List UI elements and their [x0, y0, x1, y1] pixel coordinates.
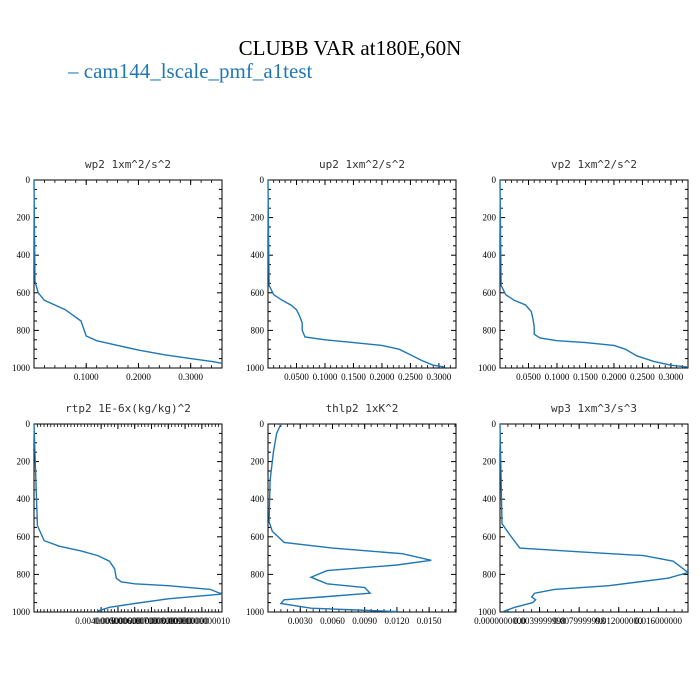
x-tick-label: 0.0079999998: [553, 616, 605, 626]
subplot-4: rtp2 1E-6x(kg/kg)^2 0 200 400 600 800 1000 0.00…: [12, 402, 230, 626]
y-tick-label: 400: [483, 250, 497, 260]
series-line: [33, 423, 223, 612]
y-tick-label: 1000: [478, 363, 497, 373]
x-tick-label: 0.008000000: [145, 616, 193, 626]
y-tick-label: 600: [483, 532, 497, 542]
y-tick-label: 400: [17, 494, 31, 504]
x-tick-label: 0.0039999998: [514, 616, 566, 626]
y-tick-label: 1000: [246, 607, 265, 617]
y-tick-label: 600: [251, 288, 265, 298]
subplot-3: vp2 1xm^2/s^2 0 200 400 600 800 1000 0.0500 0.10…: [478, 158, 689, 382]
x-tick-label: 0.2000: [602, 372, 627, 382]
y-tick-label: 0: [26, 175, 31, 185]
y-tick-label: 1000: [246, 363, 265, 373]
x-tick-label: 0.1000: [74, 372, 99, 382]
subplot-title: wp3 1xm^3/s^3: [551, 402, 637, 415]
y-tick-label: 0: [260, 419, 265, 429]
y-tick-label: 800: [251, 569, 265, 579]
x-tick-label: 0.3000: [427, 372, 452, 382]
x-tick-label: 0.006000000: [111, 616, 159, 626]
y-tick-label: 200: [251, 213, 265, 223]
y-tick-label: 0: [492, 175, 497, 185]
figure-title: CLUBB VAR at180E,60N: [238, 36, 462, 60]
y-tick-label: 200: [483, 213, 497, 223]
x-tick-label: 0.007000000: [128, 616, 176, 626]
plot-frame: [499, 179, 689, 369]
x-tick-label: 0.2500: [398, 372, 423, 382]
subplot-5: thlp2 1xK^2 0 200 400 600 800 1000 0.0030 0.0060…: [246, 402, 457, 626]
subplot-1: wp2 1xm^2/s^2 0 200 400 600 800 1000 0.1000 0.20…: [12, 158, 223, 382]
y-tick-label: 200: [483, 457, 497, 467]
y-tick-label: 0: [260, 175, 265, 185]
x-tick-label: 0.012000000: [595, 616, 643, 626]
x-tick-label: 0.009000000: [161, 616, 209, 626]
subplot-2: up2 1xm^2/s^2 0 200 400 600 800 1000 0.0500 0.10…: [246, 158, 457, 382]
x-tick-label: 0.005000000: [94, 616, 142, 626]
series-line: [33, 179, 223, 364]
x-tick-label: 0.016000000: [635, 616, 683, 626]
y-tick-label: 1000: [12, 363, 31, 373]
y-tick-label: 400: [17, 250, 31, 260]
series-line: [267, 179, 445, 368]
plot-frame: [33, 423, 223, 613]
x-tick-label: 0.2000: [126, 372, 151, 382]
y-tick-label: 600: [17, 288, 31, 298]
y-tick-label: 800: [483, 569, 497, 579]
series-line: [499, 179, 689, 368]
plot-frame: [33, 179, 223, 369]
legend-label: cam144_lscale_pmf_a1test: [83, 59, 313, 83]
plot-frame: [267, 423, 457, 613]
subplot-6: wp3 1xm^3/s^3 0 200 400 600 800 10000.00000000…: [474, 402, 690, 626]
x-tick-label: 0.1000: [313, 372, 338, 382]
y-tick-label: 200: [17, 213, 31, 223]
y-tick-label: 800: [17, 325, 31, 335]
x-tick-label: 0.2500: [630, 372, 655, 382]
y-tick-label: 600: [17, 532, 31, 542]
plot-frame: [267, 179, 457, 369]
x-tick-label: 0.3000: [659, 372, 684, 382]
series-line: [499, 423, 690, 613]
y-tick-label: 1000: [12, 607, 31, 617]
legend-line-icon: –: [68, 59, 84, 83]
subplot-title: vp2 1xm^2/s^2: [551, 158, 637, 171]
y-tick-label: 400: [251, 494, 265, 504]
x-tick-label: 0.0000000000: [474, 616, 526, 626]
y-tick-label: 1000: [478, 607, 497, 617]
x-tick-label: 0.0090: [352, 616, 377, 626]
subplot-title: thlp2 1xK^2: [326, 402, 399, 415]
subplot-title: wp2 1xm^2/s^2: [85, 158, 171, 171]
y-tick-label: 800: [483, 325, 497, 335]
y-tick-label: 600: [251, 532, 265, 542]
y-tick-label: 800: [17, 569, 31, 579]
y-tick-label: 400: [483, 494, 497, 504]
x-tick-label: 0.0060: [320, 616, 345, 626]
x-tick-label: 0.0500: [516, 372, 541, 382]
x-tick-label: 0.0150: [417, 616, 442, 626]
x-tick-label: 0.0120: [385, 616, 410, 626]
y-tick-label: 800: [251, 325, 265, 335]
legend: – cam144_lscale_pmf_a1test: [68, 59, 312, 84]
x-tick-label: 0.0030: [288, 616, 313, 626]
x-tick-label: 0.1000: [545, 372, 570, 382]
subplot-title: up2 1xm^2/s^2: [319, 158, 405, 171]
x-tick-label: 0.1500: [573, 372, 598, 382]
x-tick-label: 0.1500: [341, 372, 366, 382]
x-tick-label: 0.3000: [178, 372, 203, 382]
plot-frame: [499, 423, 689, 613]
y-tick-label: 200: [17, 457, 31, 467]
series-line: [268, 423, 432, 613]
y-tick-label: 0: [26, 419, 31, 429]
x-tick-label: 0.0500: [284, 372, 309, 382]
subplot-title: rtp2 1E-6x(kg/kg)^2: [65, 402, 191, 415]
y-tick-label: 200: [251, 457, 265, 467]
x-tick-label: 0.0040000000: [75, 616, 127, 626]
y-tick-label: 0: [492, 419, 497, 429]
x-tick-label: 0.01000000010: [174, 616, 231, 626]
y-tick-label: 600: [483, 288, 497, 298]
x-tick-label: 0.2000: [370, 372, 395, 382]
y-tick-label: 400: [251, 250, 265, 260]
